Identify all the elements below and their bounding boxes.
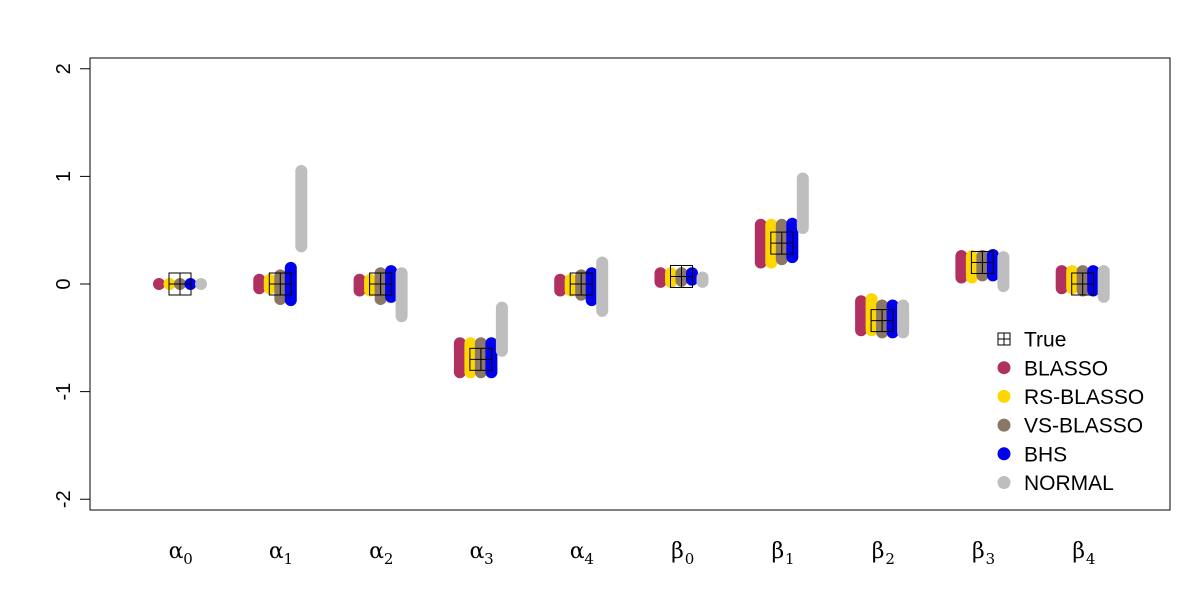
- legend-label: BLASSO: [1024, 357, 1108, 380]
- y-tick-label: 2: [53, 63, 75, 74]
- true-marker: [670, 264, 693, 288]
- interval-bar: [997, 251, 1010, 293]
- legend-swatch: [997, 447, 1011, 461]
- x-tick-label: α: [469, 539, 484, 564]
- true-marker: [970, 250, 994, 274]
- true-marker: [569, 272, 593, 296]
- x-tick-subscript: 2: [885, 550, 895, 568]
- true-marker: [870, 309, 894, 333]
- interval-bar: [295, 165, 308, 253]
- x-tick-subscript: 3: [484, 550, 494, 568]
- x-tick-subscript: 4: [1086, 550, 1096, 568]
- legend-label: NORMAL: [1024, 472, 1114, 495]
- x-tick-label: β: [671, 539, 684, 564]
- series-blasso: [153, 218, 1068, 379]
- series-normal: [195, 165, 1110, 357]
- y-tick-label: 1: [53, 171, 75, 182]
- x-tick-label: α: [570, 539, 585, 564]
- legend-swatch: [997, 418, 1011, 432]
- true-marker: [168, 272, 192, 296]
- x-tick-label: β: [1072, 539, 1085, 564]
- series-bhs: [184, 217, 1100, 379]
- interval-bar: [554, 273, 567, 297]
- interval-bar: [353, 273, 366, 297]
- legend-item-normal: NORMAL: [997, 472, 1114, 495]
- legend-item-true: True: [997, 329, 1066, 352]
- x-tick-subscript: 1: [284, 550, 294, 568]
- interval-bar: [897, 299, 910, 339]
- x-tick-subscript: 3: [986, 550, 996, 568]
- x-tick-label: α: [169, 539, 184, 564]
- series-rs-blasso: [163, 218, 1079, 379]
- x-tick-subscript: 4: [584, 550, 594, 568]
- y-tick-label: 0: [53, 278, 75, 289]
- x-tick-subscript: 0: [685, 550, 695, 568]
- x-tick-subscript: 2: [384, 550, 394, 568]
- legend: True BLASSO RS-BLASSO VS-BLASSO BHS NORMAL: [997, 329, 1144, 495]
- interval-bar: [696, 271, 709, 288]
- interval-bar: [453, 337, 466, 379]
- x-tick-subscript: 1: [785, 550, 795, 568]
- legend-label: VS-BLASSO: [1024, 415, 1143, 438]
- interval-bar: [754, 218, 767, 269]
- legend-swatch: [997, 361, 1011, 375]
- interval-bar: [654, 267, 667, 288]
- legend-swatch: [997, 476, 1011, 489]
- interval-bar: [596, 256, 609, 317]
- y-tick-label: -1: [53, 383, 75, 401]
- legend-label: BHS: [1024, 443, 1067, 466]
- legend-label: RS-BLASSO: [1024, 386, 1144, 409]
- series-vs-blasso: [174, 218, 1089, 379]
- true-marker: [469, 347, 493, 371]
- legend-item-rs-blasso: RS-BLASSO: [997, 386, 1144, 409]
- interval-bar: [796, 172, 809, 235]
- true-marker: [369, 272, 393, 296]
- interval-bar: [395, 267, 408, 323]
- interval-bar: [855, 295, 868, 337]
- x-tick-label: α: [269, 539, 284, 564]
- legend-item-blasso: BLASSO: [997, 357, 1108, 380]
- x-tick-label: β: [771, 539, 784, 564]
- interval-bar: [195, 278, 207, 290]
- legend-label: True: [1024, 329, 1066, 352]
- x-tick-label: β: [872, 539, 885, 564]
- interval-bar: [495, 301, 508, 357]
- true-marker: [268, 272, 292, 296]
- x-tick-subscript: 0: [183, 550, 193, 568]
- true-values-layer: [168, 231, 1095, 371]
- legend-item-bhs: BHS: [997, 443, 1067, 466]
- y-tick-label: -2: [53, 490, 75, 508]
- legend-item-vs-blasso: VS-BLASSO: [997, 415, 1143, 438]
- y-axis: -2 -1 0 1 2: [53, 63, 91, 508]
- interval-bar: [253, 273, 266, 295]
- x-tick-label: α: [369, 539, 384, 564]
- x-tick-label: β: [972, 539, 985, 564]
- true-marker: [770, 231, 794, 255]
- interval-bar: [1097, 265, 1110, 303]
- interval-bar: [1055, 265, 1068, 295]
- true-marker: [1071, 272, 1095, 296]
- series-layer: [153, 165, 1110, 379]
- interval-bar: [153, 278, 165, 290]
- interval-bar: [955, 250, 968, 284]
- legend-swatch: [997, 389, 1011, 403]
